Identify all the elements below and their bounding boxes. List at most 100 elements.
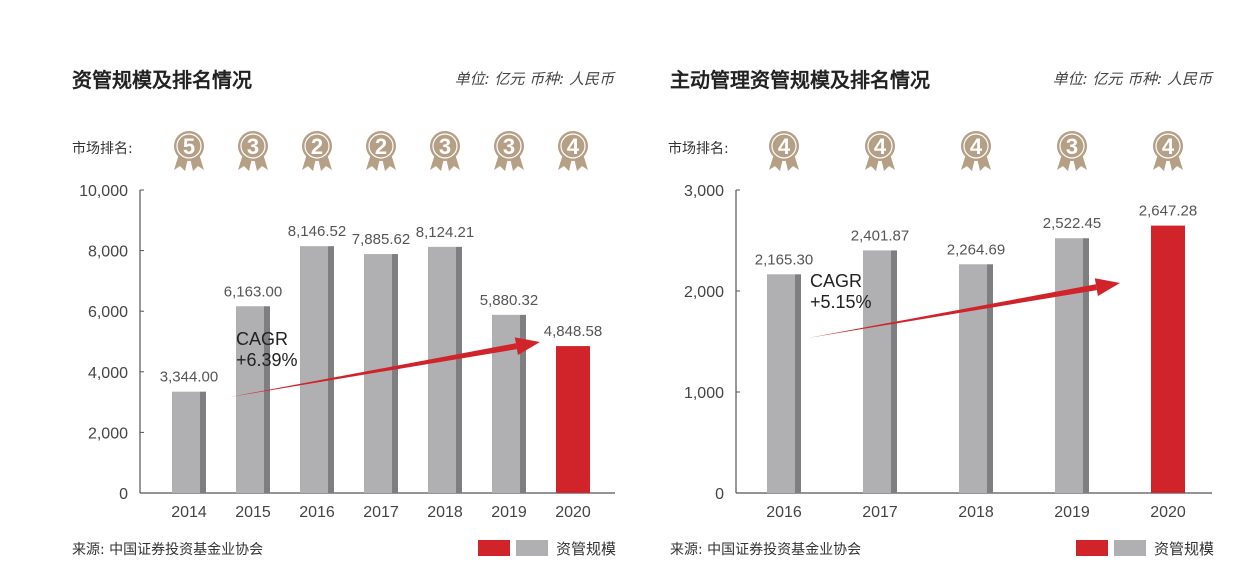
x-tick-label: 2014 xyxy=(171,504,207,521)
medal-circle xyxy=(174,131,204,161)
rank-medal-icon: 4 xyxy=(1153,131,1183,171)
bar-value-label: 5,880.32 xyxy=(480,292,538,309)
rank-medal-icon: 3 xyxy=(1057,131,1087,171)
bar-side xyxy=(328,246,334,493)
y-tick-label: 6,000 xyxy=(88,304,128,321)
y-tick-label: 3,000 xyxy=(684,183,724,200)
bar-value-label: 2,401.87 xyxy=(851,227,909,244)
bar xyxy=(428,246,456,493)
y-tick-label: 2,000 xyxy=(684,284,724,301)
legend-label: 资管规模 xyxy=(556,539,617,558)
medal-circle xyxy=(558,131,588,161)
source-note: 来源: 中国证券投资基金业协会 xyxy=(72,542,264,558)
chart-title: 主动管理资管规模及排名情况 xyxy=(670,68,930,92)
y-tick-label: 1,000 xyxy=(684,385,724,402)
legend: 资管规模 xyxy=(1076,538,1214,558)
chart-panel-right: 主动管理资管规模及排名情况 单位: 亿元 币种: 人民币 市场排名: 0 1,00… xyxy=(630,0,1258,582)
cagr-value: +6.39% xyxy=(236,350,298,370)
rank-number: 2 xyxy=(311,134,323,159)
bar-side xyxy=(891,250,897,493)
medal-circle xyxy=(1153,131,1183,161)
medal-circle xyxy=(865,131,895,161)
bar-side xyxy=(200,391,206,493)
medal-ring xyxy=(432,133,458,159)
bar-value-label: 2,647.28 xyxy=(1139,203,1197,220)
bar-value-label: 7,885.62 xyxy=(352,231,410,248)
y-tick-label: 8,000 xyxy=(88,244,128,261)
bar-side xyxy=(795,274,801,493)
bar-side xyxy=(1083,238,1089,493)
medal-ring xyxy=(1155,133,1181,159)
bar xyxy=(959,264,987,493)
cagr-label: CAGR xyxy=(810,271,862,291)
medal-ring xyxy=(176,133,202,159)
rank-label: 市场排名: xyxy=(72,141,133,157)
y-tick-label: 0 xyxy=(715,486,724,503)
medal-circle xyxy=(430,131,460,161)
y-tick-label: 4,000 xyxy=(88,365,128,382)
bar xyxy=(300,246,328,493)
bar-side xyxy=(456,246,462,493)
bar-side xyxy=(392,254,398,493)
bar xyxy=(172,391,200,493)
x-tick-label: 2015 xyxy=(235,504,271,521)
bar-highlight xyxy=(1151,225,1185,493)
medal-ring xyxy=(963,133,989,159)
bar-chart: 0 1,000 2,000 3,000 2,165.30 2016 4 2,401.87 201… xyxy=(684,131,1212,521)
bar-value-label: 8,124.21 xyxy=(416,224,474,241)
bar-side xyxy=(520,314,526,493)
rank-medal-icon: 4 xyxy=(558,131,588,171)
x-tick-label: 2016 xyxy=(766,504,802,521)
unit-label: 单位: 亿元 币种: 人民币 xyxy=(1052,70,1212,88)
x-tick-label: 2020 xyxy=(555,504,591,521)
x-tick-label: 2018 xyxy=(958,504,994,521)
rank-number: 4 xyxy=(778,134,791,159)
bar-side xyxy=(987,264,993,493)
bar xyxy=(767,274,795,493)
rank-medal-icon: 4 xyxy=(769,131,799,171)
legend: 资管规模 xyxy=(478,538,616,558)
x-tick-label: 2020 xyxy=(1150,504,1186,521)
cagr-arrow-shaft xyxy=(808,284,1097,338)
y-tick-label: 0 xyxy=(119,486,128,503)
legend-swatch-gray xyxy=(1114,540,1146,556)
x-tick-label: 2017 xyxy=(363,504,399,521)
medal-circle xyxy=(769,131,799,161)
medal-circle xyxy=(366,131,396,161)
y-tick-label: 2,000 xyxy=(88,425,128,442)
rank-number: 3 xyxy=(503,134,515,159)
unit-label: 单位: 亿元 币种: 人民币 xyxy=(454,70,614,88)
medal-ring xyxy=(240,133,266,159)
rank-medal-icon: 3 xyxy=(494,131,524,171)
medal-circle xyxy=(1057,131,1087,161)
x-tick-label: 2017 xyxy=(862,504,898,521)
rank-medal-icon: 2 xyxy=(302,131,332,171)
cagr-label: CAGR xyxy=(236,329,288,349)
cagr-value: +5.15% xyxy=(810,292,872,312)
medal-circle xyxy=(302,131,332,161)
medal-circle xyxy=(961,131,991,161)
rank-medal-icon: 3 xyxy=(430,131,460,171)
cagr-arrow-shaft xyxy=(230,343,517,397)
rank-number: 4 xyxy=(567,134,580,159)
legend-swatch-red xyxy=(1076,540,1108,556)
rank-medal-icon: 3 xyxy=(238,131,268,171)
medal-ring xyxy=(1059,133,1085,159)
bar xyxy=(236,306,264,493)
bar-chart: 0 2,000 4,000 6,000 8,000 10,000 3,344.00 2014 5… xyxy=(79,131,615,521)
legend-swatch-red xyxy=(478,540,510,556)
rank-medal-icon: 5 xyxy=(174,131,204,171)
cagr-arrow-head xyxy=(514,337,540,356)
medal-ring xyxy=(771,133,797,159)
legend-label: 资管规模 xyxy=(1154,539,1215,558)
rank-number: 4 xyxy=(970,134,983,159)
bar xyxy=(1055,238,1083,493)
x-tick-label: 2019 xyxy=(491,504,527,521)
rank-number: 4 xyxy=(1162,134,1175,159)
rank-medal-icon: 4 xyxy=(865,131,895,171)
medal-ring xyxy=(368,133,394,159)
x-tick-label: 2019 xyxy=(1054,504,1090,521)
rank-label: 市场排名: xyxy=(668,141,729,157)
y-tick-label: 10,000 xyxy=(79,183,128,200)
bar-value-label: 6,163.00 xyxy=(224,283,282,300)
